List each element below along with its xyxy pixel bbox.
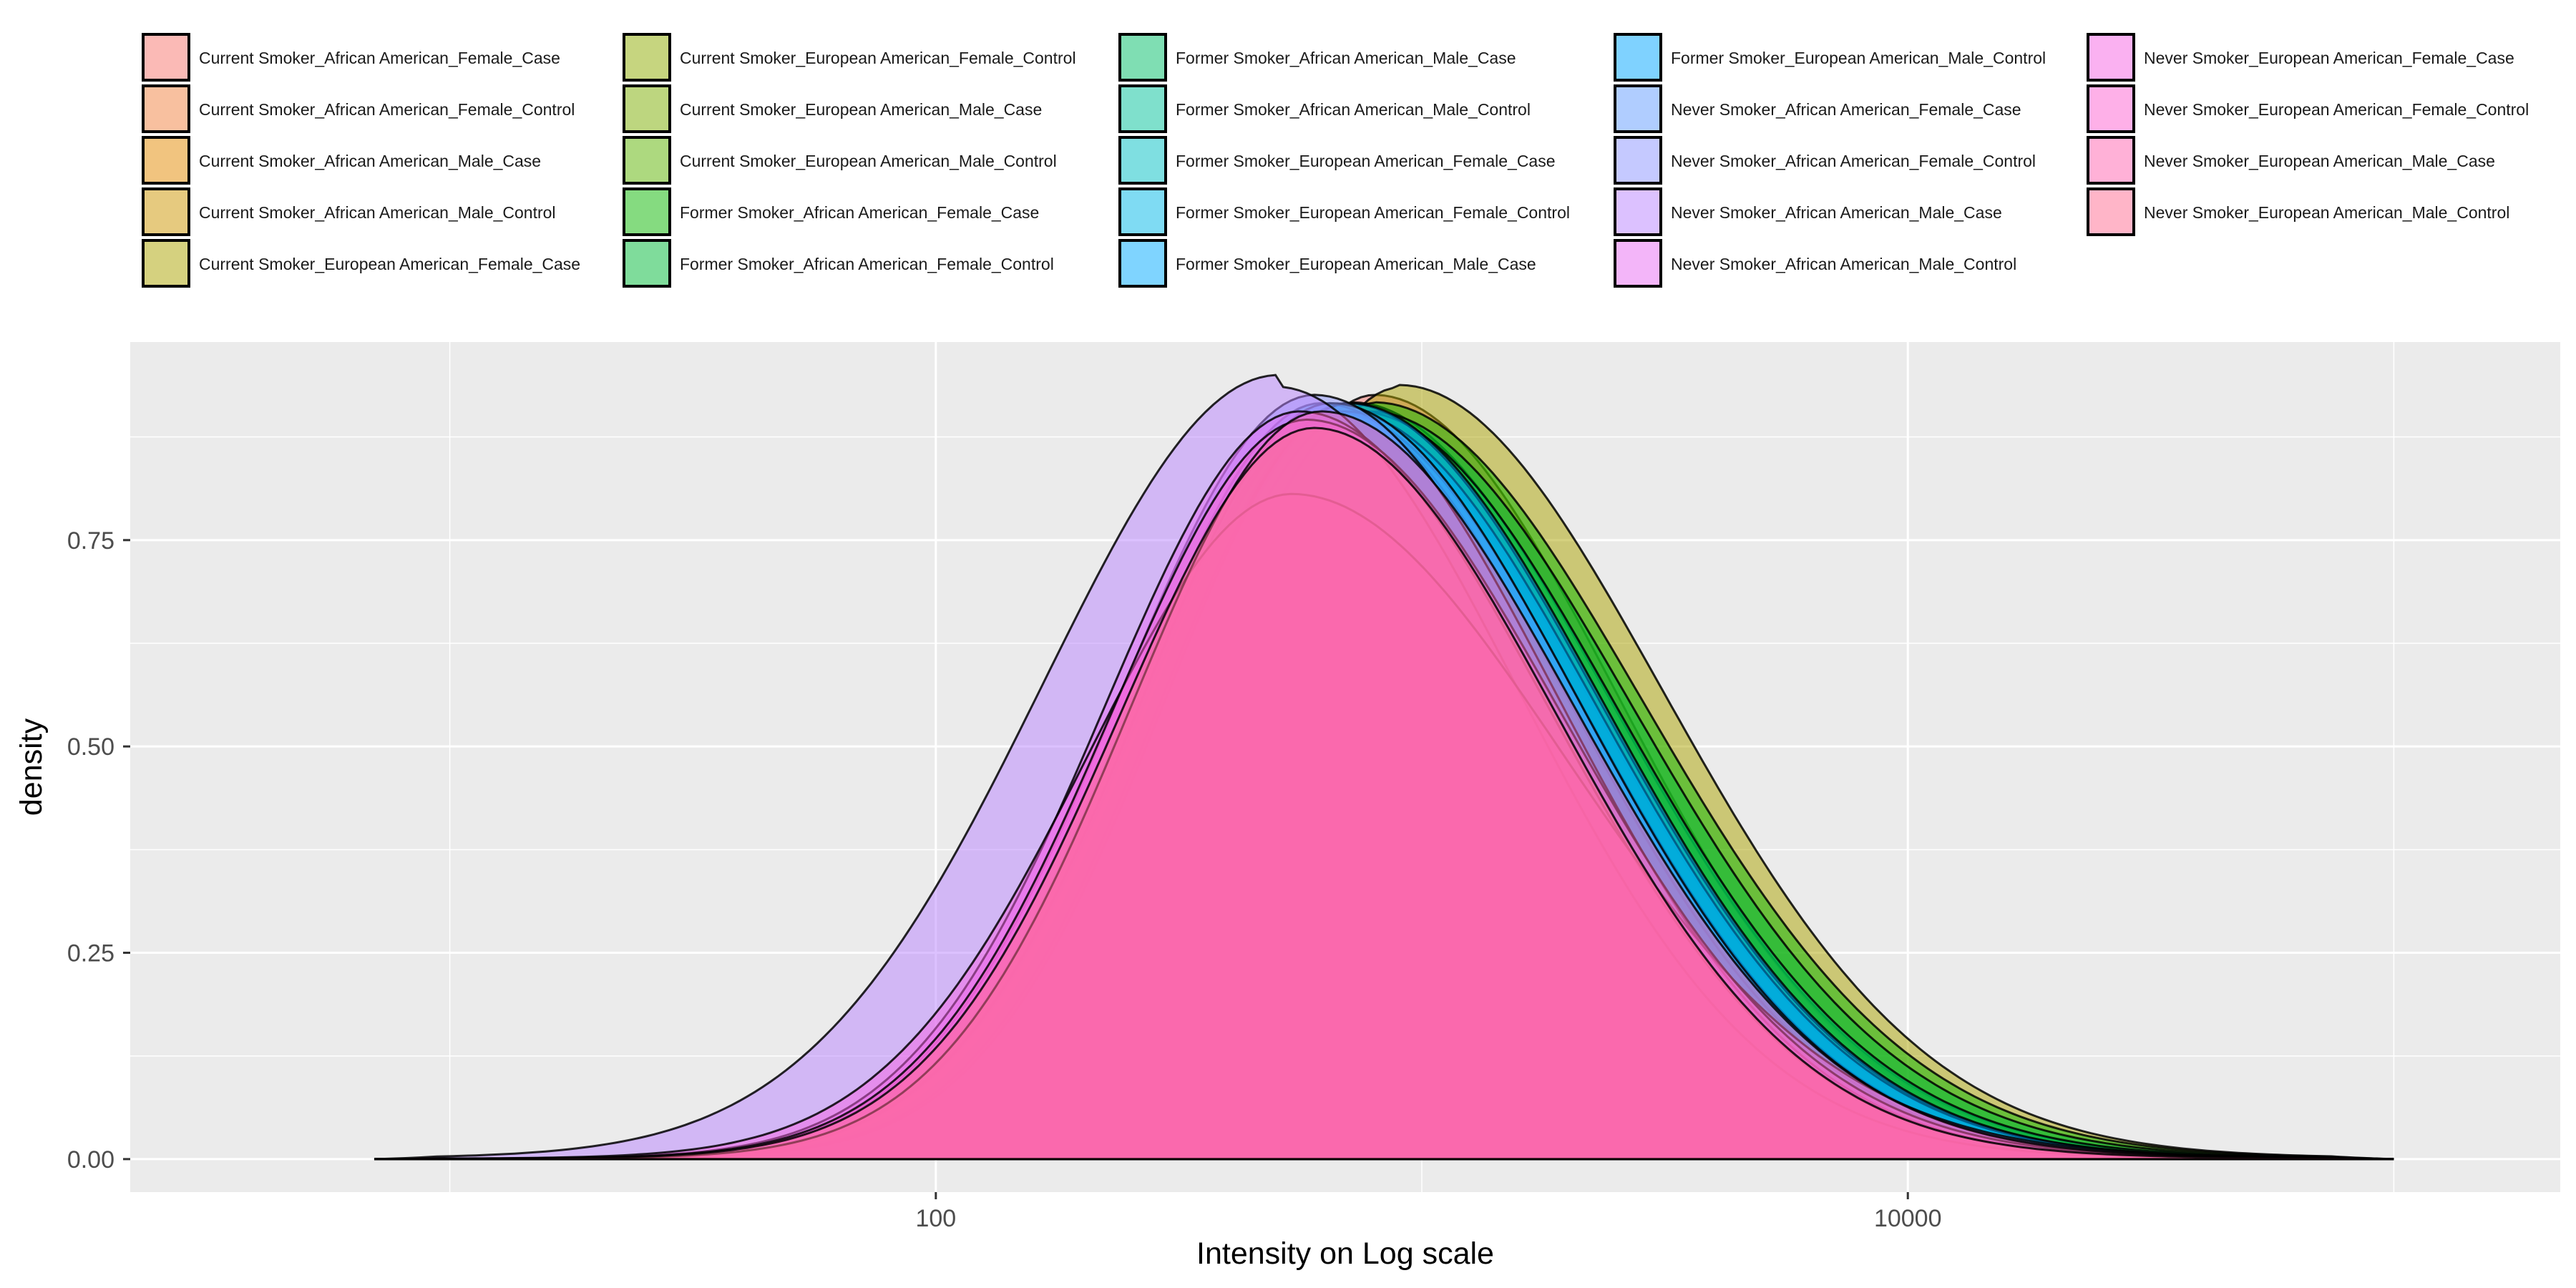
legend-label: Former Smoker_European American_Female_C… — [1176, 152, 1556, 170]
legend: Current Smoker_African American_Female_C… — [142, 33, 2529, 288]
legend-label: Former Smoker_African American_Female_Ca… — [680, 203, 1039, 222]
legend-label: Never Smoker_European American_Female_Ca… — [2144, 49, 2514, 67]
y-tick-label: 0.00 — [67, 1146, 114, 1174]
legend-key-swatch — [625, 190, 668, 233]
legend-label: Never Smoker_European American_Male_Cont… — [2144, 203, 2509, 222]
legend-label: Current Smoker_African American_Male_Cas… — [199, 152, 541, 170]
density-series-area — [374, 426, 2394, 1161]
legend-label: Current Smoker_European American_Female_… — [199, 255, 580, 273]
y-tick-label: 0.75 — [67, 527, 114, 555]
legend-key-swatch — [625, 36, 668, 79]
legend-label: Never Smoker_African American_Female_Cas… — [1671, 100, 2021, 119]
legend-key-swatch — [1121, 139, 1164, 182]
legend-key-swatch — [1616, 242, 1659, 285]
legend-label: Former Smoker_African American_Male_Cont… — [1176, 100, 1531, 119]
legend-key-swatch — [1616, 139, 1659, 182]
legend-key-swatch — [2089, 139, 2132, 182]
legend-label: Never Smoker_European American_Male_Case — [2144, 152, 2495, 170]
legend-key-swatch — [1616, 190, 1659, 233]
y-tick-label: 0.50 — [67, 733, 114, 761]
legend-key-swatch — [1616, 36, 1659, 79]
legend-key-swatch — [145, 242, 187, 285]
legend-label: Never Smoker_African American_Female_Con… — [1671, 152, 2036, 170]
density-series — [374, 374, 2394, 1161]
legend-label: Current Smoker_European American_Male_Ca… — [680, 100, 1042, 119]
legend-label: Former Smoker_European American_Male_Cas… — [1176, 255, 1536, 273]
legend-key-swatch — [145, 139, 187, 182]
legend-label: Former Smoker_European American_Female_C… — [1176, 203, 1570, 222]
legend-label: Former Smoker_African American_Female_Co… — [680, 255, 1054, 273]
legend-key-swatch — [1121, 87, 1164, 130]
legend-key-swatch — [2089, 36, 2132, 79]
legend-key-swatch — [145, 87, 187, 130]
y-tick-label: 0.25 — [67, 940, 114, 967]
legend-label: Never Smoker_African American_Male_Case — [1671, 203, 2002, 222]
legend-key-swatch — [625, 242, 668, 285]
legend-label: Current Smoker_African American_Female_C… — [199, 49, 560, 67]
legend-key-swatch — [2089, 87, 2132, 130]
legend-key-swatch — [145, 36, 187, 79]
legend-label: Former Smoker_African American_Male_Case — [1176, 49, 1516, 67]
x-tick-label: 10000 — [1874, 1205, 1942, 1232]
y-axis-title: density — [14, 718, 49, 816]
x-tick-label: 100 — [915, 1205, 956, 1232]
legend-key-swatch — [1616, 87, 1659, 130]
legend-label: Never Smoker_African American_Male_Contr… — [1671, 255, 2016, 273]
legend-key-swatch — [1121, 36, 1164, 79]
axes: 0.00 0.25 0.50 0.75 100 10000 — [67, 527, 1942, 1232]
legend-label: Current Smoker_European American_Male_Co… — [680, 152, 1057, 170]
legend-label: Former Smoker_European American_Male_Con… — [1671, 49, 2046, 67]
legend-key-swatch — [2089, 190, 2132, 233]
x-axis-title: Intensity on Log scale — [1196, 1236, 1494, 1271]
legend-key-swatch — [625, 87, 668, 130]
legend-label: Current Smoker_European American_Female_… — [680, 49, 1076, 67]
legend-key-swatch — [145, 190, 187, 233]
legend-key-swatch — [625, 139, 668, 182]
legend-label: Current Smoker_African American_Male_Con… — [199, 203, 556, 222]
legend-key-swatch — [1121, 190, 1164, 233]
legend-key-swatch — [1121, 242, 1164, 285]
legend-label: Never Smoker_European American_Female_Co… — [2144, 100, 2529, 119]
legend-label: Current Smoker_African American_Female_C… — [199, 100, 575, 119]
